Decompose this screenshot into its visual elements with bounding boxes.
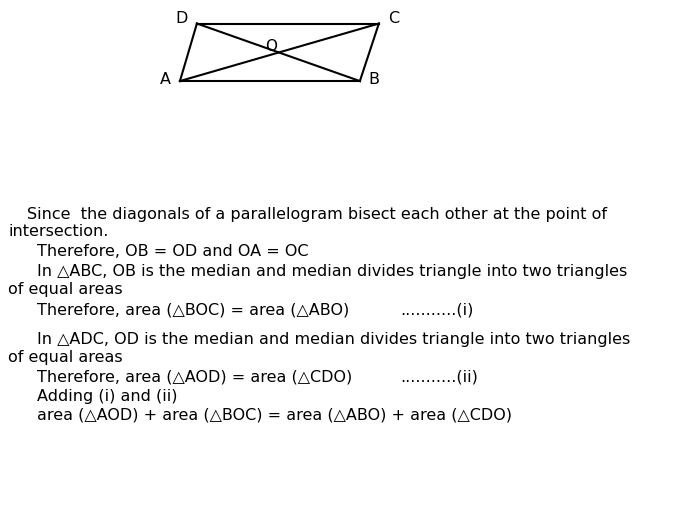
Text: area (△AOD) + area (△BOC) = area (△ABO) + area (△CDO): area (△AOD) + area (△BOC) = area (△ABO) … bbox=[37, 408, 513, 423]
Text: Since  the diagonals of a parallelogram bisect each other at the point of: Since the diagonals of a parallelogram b… bbox=[27, 207, 607, 222]
Text: Adding (i) and (ii): Adding (i) and (ii) bbox=[37, 389, 178, 404]
Text: A: A bbox=[160, 72, 171, 87]
Text: of equal areas: of equal areas bbox=[8, 350, 123, 365]
Text: B: B bbox=[369, 72, 380, 87]
Text: ...........(i): ...........(i) bbox=[401, 302, 474, 317]
Text: Therefore, area (△BOC) = area (△ABO): Therefore, area (△BOC) = area (△ABO) bbox=[37, 302, 350, 317]
Text: In △ADC, OD is the median and median divides triangle into two triangles: In △ADC, OD is the median and median div… bbox=[37, 332, 631, 347]
Text: intersection.: intersection. bbox=[8, 224, 109, 239]
Text: C: C bbox=[388, 11, 399, 26]
Text: In △ABC, OB is the median and median divides triangle into two triangles: In △ABC, OB is the median and median div… bbox=[37, 264, 627, 279]
Text: D: D bbox=[176, 11, 188, 26]
Text: of equal areas: of equal areas bbox=[8, 282, 123, 297]
Text: O: O bbox=[265, 39, 278, 53]
Text: ...........(ii): ...........(ii) bbox=[401, 369, 479, 384]
Text: Therefore, area (△AOD) = area (△CDO): Therefore, area (△AOD) = area (△CDO) bbox=[37, 369, 352, 384]
Text: Therefore, OB = OD and OA = OC: Therefore, OB = OD and OA = OC bbox=[37, 244, 309, 259]
